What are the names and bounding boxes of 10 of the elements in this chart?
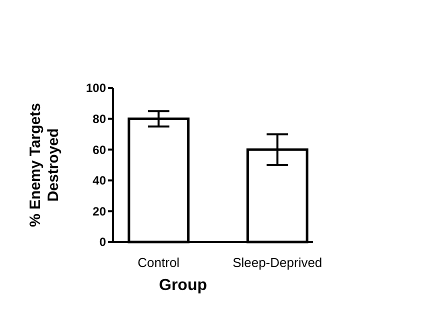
y-tick-label: 20 bbox=[92, 204, 106, 218]
x-tick-label: Control bbox=[138, 255, 180, 270]
y-axis-title: % Enemy Targets Destroyed bbox=[27, 103, 62, 227]
x-axis-title: Group bbox=[159, 277, 208, 294]
y-tick-label: 40 bbox=[92, 174, 106, 188]
x-tick-label: Sleep-Deprived bbox=[232, 255, 322, 270]
y-tick-label: 100 bbox=[86, 81, 106, 96]
y-tick-label: 80 bbox=[92, 112, 106, 126]
y-tick-label: 60 bbox=[92, 142, 106, 157]
y-tick-label: 0 bbox=[99, 235, 106, 250]
